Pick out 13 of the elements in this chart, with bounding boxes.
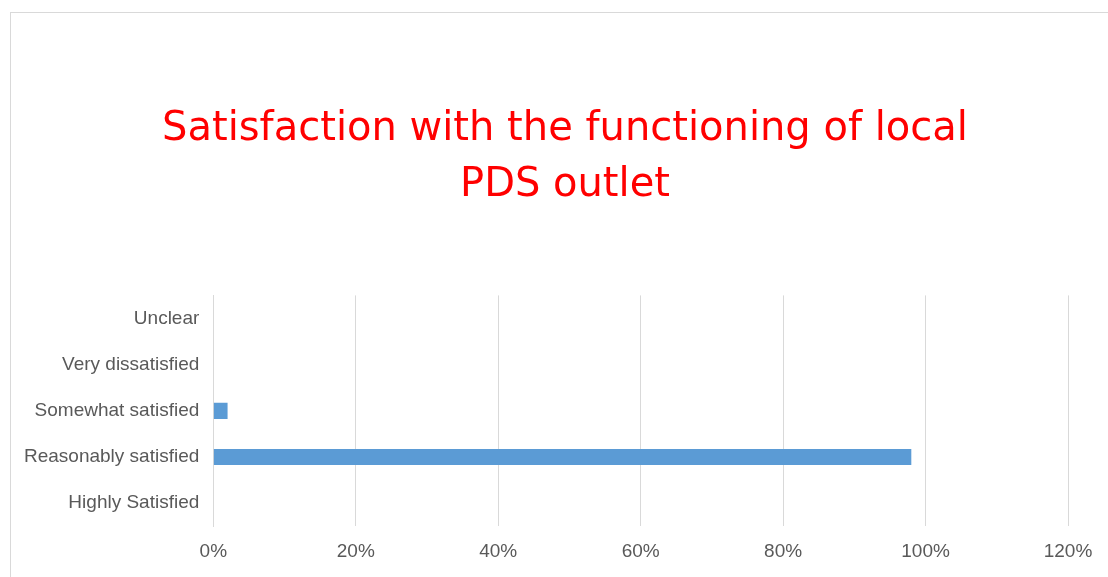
x-tick-label: 40% bbox=[479, 539, 518, 561]
x-tick-label: 20% bbox=[336, 539, 375, 561]
y-tick-label: Very dissatisfied bbox=[62, 352, 200, 374]
y-tick-label: Highly Satisfied bbox=[68, 491, 200, 513]
x-tick-label: 0% bbox=[199, 539, 228, 561]
x-tick-label: 120% bbox=[1043, 539, 1093, 561]
y-tick-label: Unclear bbox=[133, 306, 200, 328]
x-tick-label: 100% bbox=[901, 539, 950, 561]
x-tick-label: 60% bbox=[621, 539, 660, 561]
chart-title: Satisfaction with the functioning of local PDS outlet bbox=[161, 102, 969, 207]
y-tick-label: Somewhat satisfied bbox=[34, 399, 200, 421]
x-tick-label: 80% bbox=[764, 539, 803, 561]
y-tick-label: Reasonably satisfied bbox=[24, 445, 200, 467]
